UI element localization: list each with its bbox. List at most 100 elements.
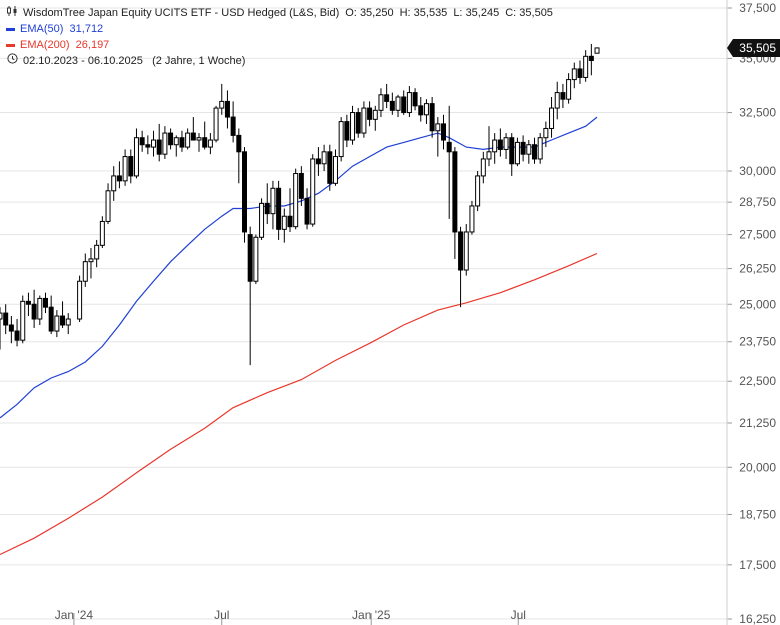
candle-body bbox=[111, 175, 117, 192]
ema50-line bbox=[0, 116, 598, 419]
candle-body bbox=[560, 92, 566, 100]
candle-body bbox=[293, 172, 299, 228]
candlestick-icon[interactable] bbox=[6, 5, 18, 21]
ohlc-close: 35,505 bbox=[519, 7, 553, 19]
date-range: 02.10.2023 - 06.10.2025 bbox=[23, 55, 143, 67]
legend-title-row: WisdomTree Japan Equity UCITS ETF - USD … bbox=[6, 5, 553, 21]
y-tick-label: 22,500 bbox=[739, 374, 776, 388]
candle-body bbox=[361, 107, 367, 134]
candle-body bbox=[213, 107, 219, 141]
candle-body bbox=[446, 141, 452, 153]
y-tick-label: 17,500 bbox=[739, 558, 776, 572]
candle-body bbox=[230, 116, 236, 136]
candle-body bbox=[526, 144, 532, 155]
candle-body bbox=[344, 121, 350, 141]
candle-body bbox=[367, 107, 373, 120]
candle-body bbox=[77, 280, 83, 320]
ema-lines bbox=[0, 116, 598, 556]
candle-body bbox=[566, 79, 572, 100]
candle-body bbox=[207, 139, 213, 148]
candle-body bbox=[594, 47, 600, 54]
ema50-swatch bbox=[6, 27, 15, 31]
candle-body bbox=[82, 261, 88, 282]
y-tick-label: 16,250 bbox=[739, 612, 776, 625]
candle-body bbox=[429, 103, 435, 132]
candle-body bbox=[384, 94, 390, 102]
candle-body bbox=[105, 190, 111, 222]
candle-body bbox=[224, 100, 230, 118]
candle-body bbox=[196, 137, 202, 141]
ema200-line bbox=[0, 252, 598, 556]
legend-ema50-row[interactable]: EMA(50) 31,712 bbox=[6, 21, 553, 37]
candle-body bbox=[458, 231, 464, 271]
candle-body bbox=[168, 132, 174, 146]
candle-body bbox=[190, 132, 196, 141]
legend-range-row[interactable]: 02.10.2023 - 06.10.2025 (2 Jahre, 1 Woch… bbox=[6, 53, 553, 69]
x-tick-label: Jan '25 bbox=[352, 608, 391, 622]
candle-body bbox=[412, 92, 418, 107]
candle-body bbox=[179, 137, 185, 148]
candle-body bbox=[247, 234, 253, 282]
candle-body bbox=[537, 137, 543, 160]
y-tick-label: 32,500 bbox=[739, 106, 776, 120]
candle-body bbox=[202, 137, 208, 148]
x-tick-label: Jul bbox=[214, 608, 229, 622]
candle-body bbox=[31, 303, 37, 320]
candle-body bbox=[486, 151, 492, 160]
candle-body bbox=[327, 151, 333, 184]
candle-body bbox=[133, 137, 139, 177]
candle-body bbox=[88, 258, 94, 263]
candle-body bbox=[156, 139, 162, 155]
candle-body bbox=[151, 139, 157, 148]
candle-body bbox=[264, 202, 270, 215]
ema200-value: 26,197 bbox=[75, 39, 110, 51]
candle-body bbox=[571, 68, 577, 81]
candle-body bbox=[315, 158, 321, 165]
grid-lines bbox=[0, 7, 727, 620]
candle-body bbox=[554, 92, 560, 109]
ohlc-high: 35,535 bbox=[413, 7, 448, 19]
ema200-label: EMA(200) bbox=[20, 39, 70, 51]
y-axis: 16,250 17,500 18,750 20,000 21,250 22,500 23,7… bbox=[726, 0, 776, 625]
candle-body bbox=[185, 132, 191, 148]
y-tick-label: 20,000 bbox=[739, 460, 776, 474]
candle-body bbox=[389, 100, 395, 111]
legend-ema200-row[interactable]: EMA(200) 26,197 bbox=[6, 37, 553, 53]
clock-icon bbox=[6, 53, 18, 69]
y-tick-label: 37,500 bbox=[739, 1, 776, 15]
x-tick-label: Jan '24 bbox=[55, 608, 94, 622]
chart-legend: WisdomTree Japan Equity UCITS ETF - USD … bbox=[6, 5, 553, 69]
candle-body bbox=[42, 297, 48, 308]
ohlc-low: 35,245 bbox=[465, 7, 500, 19]
last-price-tag: 35,505 bbox=[727, 38, 780, 57]
candle-body bbox=[0, 312, 3, 320]
candle-body bbox=[418, 105, 424, 116]
x-tick-label: Jul bbox=[511, 608, 526, 622]
instrument-title: WisdomTree Japan Equity UCITS ETF - USD … bbox=[23, 7, 340, 19]
candle-body bbox=[395, 96, 401, 111]
y-tick-label: 30,000 bbox=[739, 164, 776, 178]
candle-body bbox=[173, 137, 179, 146]
ohlc-low-label: L: bbox=[453, 7, 463, 19]
candle-body bbox=[480, 158, 486, 177]
candle-body bbox=[162, 132, 168, 155]
candle-body bbox=[298, 172, 304, 199]
ohlc-open-label: O: bbox=[345, 7, 357, 19]
candle-body bbox=[99, 220, 105, 246]
candle-body bbox=[236, 134, 242, 153]
candle-body bbox=[241, 151, 247, 233]
candle-body bbox=[583, 55, 589, 78]
candle-body bbox=[94, 244, 100, 260]
candle-body bbox=[350, 112, 356, 141]
candle-body bbox=[492, 139, 498, 153]
candle-body bbox=[116, 175, 122, 182]
y-tick-label: 27,500 bbox=[739, 228, 776, 242]
candle-body bbox=[378, 94, 384, 111]
ohlc-close-label: C: bbox=[505, 7, 517, 19]
candle-body bbox=[463, 231, 469, 271]
candle-body bbox=[276, 187, 282, 230]
ohlc-high-label: H: bbox=[399, 7, 411, 19]
candle-body bbox=[65, 318, 71, 326]
candle-body bbox=[8, 324, 14, 332]
